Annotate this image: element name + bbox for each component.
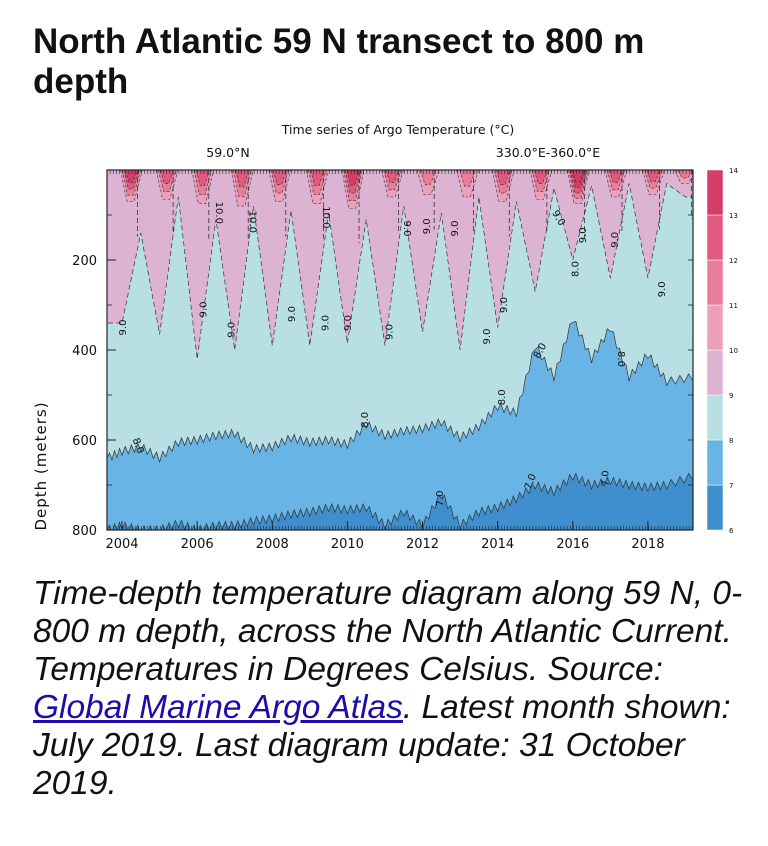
contour-label: 9.0 — [385, 324, 396, 340]
warm-core — [191, 170, 215, 239]
contour-label: 7.0 — [601, 470, 612, 486]
contour-label: 9.0 — [422, 218, 433, 234]
colorbar-label: 6 — [729, 527, 734, 535]
contour-label: 8.0 — [360, 412, 371, 428]
chart-subtitle-latitude: 59.0°N — [206, 145, 249, 160]
contour-label: 9.0 — [657, 281, 668, 297]
contour-label: 10.0 — [320, 206, 331, 228]
x-tick-label: 2016 — [556, 537, 589, 552]
x-axis: 2004 2006 2008 2010 2012 2014 2016 2018 — [105, 170, 693, 552]
contour-label: 9.0 — [343, 315, 354, 331]
contour-label: 9.0 — [482, 329, 493, 345]
contour-labels: 9.0 10.0 10.0 9.0 9.0 9.0 9.0 10.0 9.0 9.0 9.0 9.0 9… — [118, 202, 668, 507]
contour-label: 9.0 — [499, 297, 510, 313]
contour-label: 8.0 — [615, 351, 626, 367]
x-tick-label: 2014 — [481, 537, 514, 552]
contour-label: 10.0 — [247, 211, 258, 233]
warm-core — [604, 170, 628, 232]
figure-caption: Time-depth temperature diagram along 59 … — [33, 575, 753, 803]
colorbar-label: 14 — [729, 167, 738, 175]
contour-label: 8.0 — [497, 389, 508, 405]
warm-core — [642, 170, 665, 230]
colorbar-label: 8 — [729, 437, 733, 445]
caption-text: Time-depth temperature diagram along 59 … — [33, 575, 743, 688]
contour-label: 9.0 — [287, 306, 298, 322]
contour-label: 9.0 — [118, 320, 129, 336]
x-tick-label: 2010 — [331, 537, 364, 552]
chart-title: Time series of Argo Temperature (°C) — [281, 122, 515, 137]
colorbar-swatch — [706, 169, 724, 216]
contour-label: 8.0 — [130, 437, 146, 456]
colorbar-swatch — [706, 304, 724, 351]
contour-label: 9.0 — [321, 315, 332, 331]
chart-subtitle-longitude: 330.0°E-360.0°E — [496, 145, 600, 160]
contour-label: 10.0 — [213, 202, 224, 224]
y-axis: 200 400 600 800 — [72, 214, 693, 539]
warm-core — [268, 170, 292, 237]
contour-label: 9.0 — [610, 232, 621, 248]
y-tick-label: 200 — [72, 254, 97, 269]
warm-core — [456, 170, 479, 232]
chart-canvas: Time series of Argo Temperature (°C) 59.… — [32, 122, 738, 552]
y-tick-label: 600 — [72, 434, 97, 449]
colorbar-label: 11 — [729, 302, 738, 310]
temperature-chart: Time series of Argo Temperature (°C) 59.… — [0, 118, 768, 558]
colorbar-swatch — [706, 484, 724, 531]
contour-label: 9.0 — [227, 322, 238, 338]
warm-core — [674, 170, 693, 219]
warm-core — [306, 170, 329, 239]
colorbar-swatch — [706, 214, 724, 261]
colorbar-label: 13 — [729, 212, 738, 220]
colorbar: 6 7 8 9 10 11 12 13 14 — [706, 167, 738, 535]
y-axis-label: Depth (meters) — [32, 401, 50, 530]
colorbar-label: 10 — [729, 347, 738, 355]
contour-label: 9.0 — [199, 302, 210, 318]
colorbar-swatch — [706, 349, 724, 396]
colorbar-label: 12 — [729, 257, 738, 265]
contour-label: 8.0 — [570, 261, 581, 277]
contour-label: 9.0 — [450, 221, 461, 237]
caption-text-end: . Latest month shown: July 2019. Last di… — [33, 689, 731, 802]
contour-label: 7.0 — [435, 491, 446, 507]
page-title: North Atlantic 59 N transect to 800 m de… — [33, 22, 645, 101]
warm-core — [491, 170, 515, 237]
warm-core — [381, 170, 404, 232]
colorbar-label: 7 — [729, 482, 733, 490]
x-tick-label: 2006 — [181, 537, 214, 552]
contour-label: 9.0 — [401, 221, 412, 237]
warm-core — [230, 170, 254, 241]
x-tick-label: 2012 — [406, 537, 439, 552]
colorbar-swatch — [706, 394, 724, 441]
contour-label: 9.0 — [578, 227, 589, 243]
x-tick-label: 2004 — [105, 537, 138, 552]
colorbar-swatch — [706, 439, 724, 486]
colorbar-swatch — [706, 259, 724, 306]
band-boundary-2 — [107, 472, 693, 530]
x-tick-label: 2018 — [631, 537, 664, 552]
contour-label: 7.0 — [523, 473, 539, 492]
y-tick-label: 400 — [72, 344, 97, 359]
y-tick-label: 800 — [72, 524, 97, 539]
band-boundary-1 — [107, 320, 693, 530]
plot-area — [107, 170, 693, 530]
colorbar-label: 9 — [729, 392, 733, 400]
argo-atlas-link[interactable]: Global Marine Argo Atlas — [33, 689, 403, 726]
warm-core — [341, 170, 365, 244]
warm-core — [155, 170, 179, 235]
warm-core — [120, 170, 143, 237]
warm-core — [567, 170, 590, 239]
warm-core — [529, 170, 553, 235]
warm-core — [416, 170, 440, 230]
x-tick-label: 2008 — [256, 537, 289, 552]
